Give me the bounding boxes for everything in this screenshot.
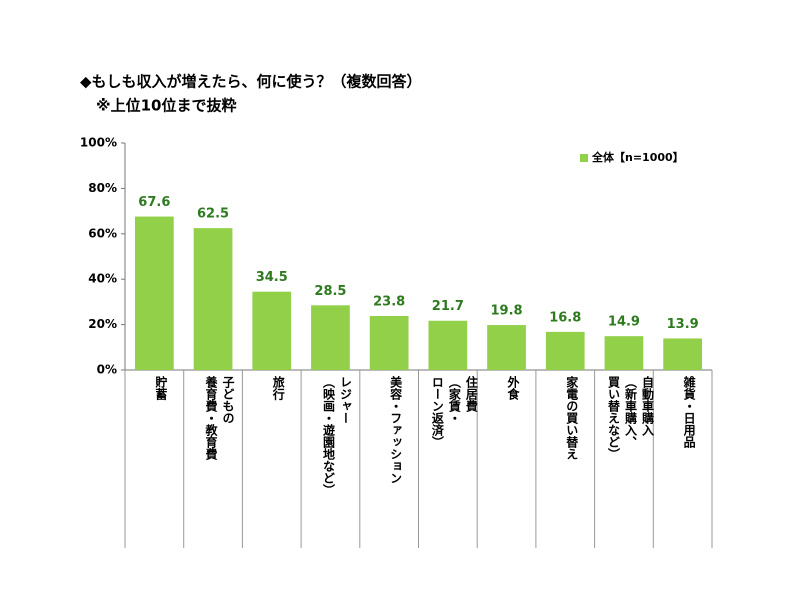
value-label: 19.8 [491,304,523,319]
chart-title: ◆もしも収入が増えたら、何に使う？（複数回答） [80,73,422,91]
bar [663,338,703,370]
bar [134,216,174,370]
bar [252,291,292,370]
x-tick-label: 自動車購入 （新車購入、 買い替えなど） [606,376,655,460]
y-tick-label: 0% [97,363,117,377]
value-label: 34.5 [256,270,288,285]
bar [369,315,409,370]
value-label: 16.8 [549,310,581,325]
x-tick-label: 子どもの 養育費・教育費 [204,376,236,460]
chart-subtitle: ※上位10位まで抜粋 [96,97,236,115]
value-label: 67.6 [138,195,170,210]
legend-swatch [580,154,588,162]
y-tick-label: 60% [88,226,117,240]
x-tick-label: 家電の買い替え [564,376,579,460]
bar [428,320,468,370]
x-tick-label: 雑貨・日用品 [682,376,697,448]
bar [311,305,350,370]
bar [604,336,644,370]
value-label: 14.9 [608,315,640,330]
y-tick-label: 80% [88,181,117,195]
bar [545,331,585,370]
value-label: 21.7 [432,299,464,314]
bar [487,325,526,370]
value-label: 28.5 [314,284,346,299]
y-tick-label: 40% [88,272,117,286]
legend-label: 全体【n=1000】 [591,150,684,164]
x-tick-label: 美容・ファッション [388,376,403,484]
x-tick-label: 旅行 [271,376,286,400]
value-label: 62.5 [197,207,229,222]
value-label: 23.8 [373,294,405,309]
bar [193,228,233,370]
value-label: 13.9 [667,317,699,332]
y-tick-label: 20% [88,317,117,331]
y-tick-label: 100% [80,136,117,150]
x-tick-label: レジャー （映画・遊園地など） [321,376,353,496]
x-tick-label: 外食 [506,376,521,400]
x-tick-label: 貯蓄 [153,376,168,400]
x-tick-label: 住居費 （家賃・ ローン返済） [430,376,479,448]
